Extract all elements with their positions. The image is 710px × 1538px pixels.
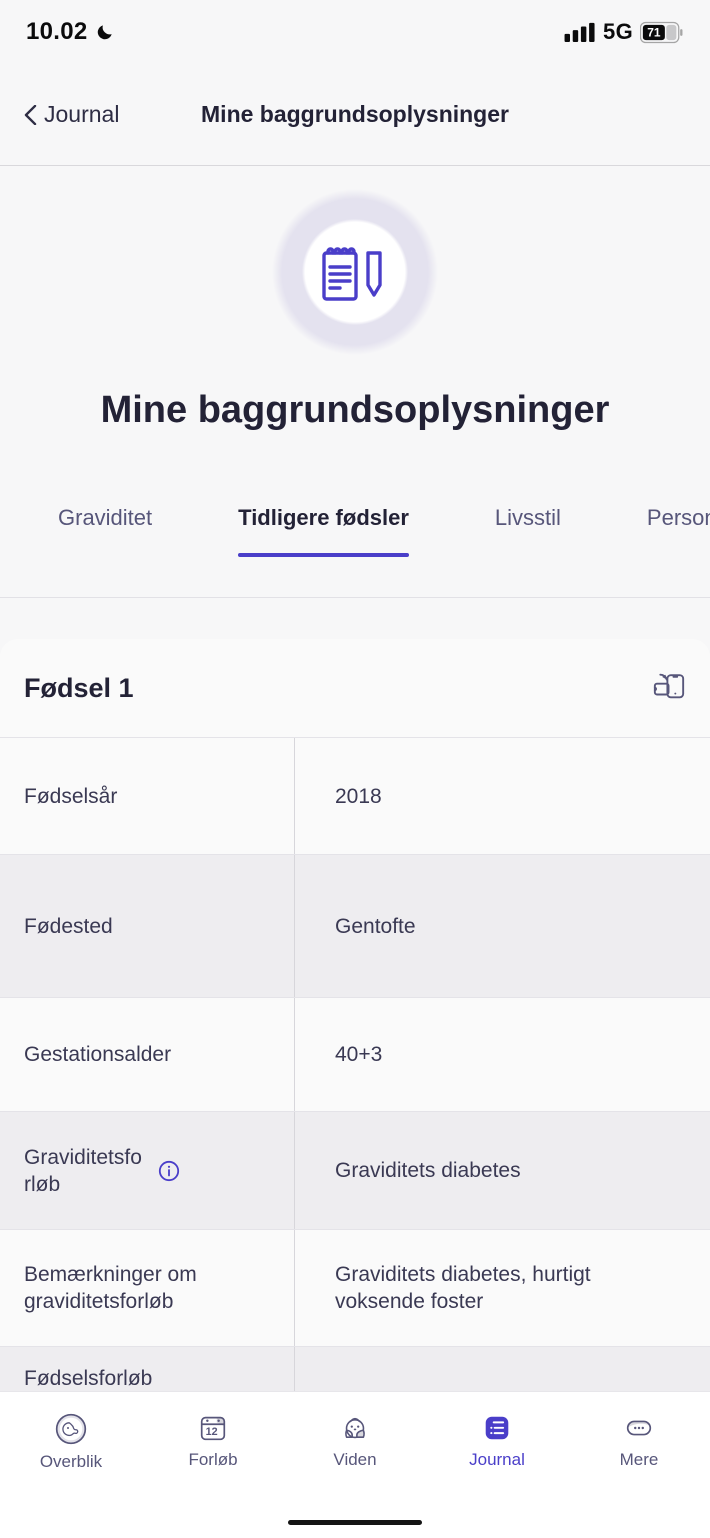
svg-text:12: 12 (206, 1426, 218, 1438)
svg-text:71: 71 (647, 25, 661, 39)
